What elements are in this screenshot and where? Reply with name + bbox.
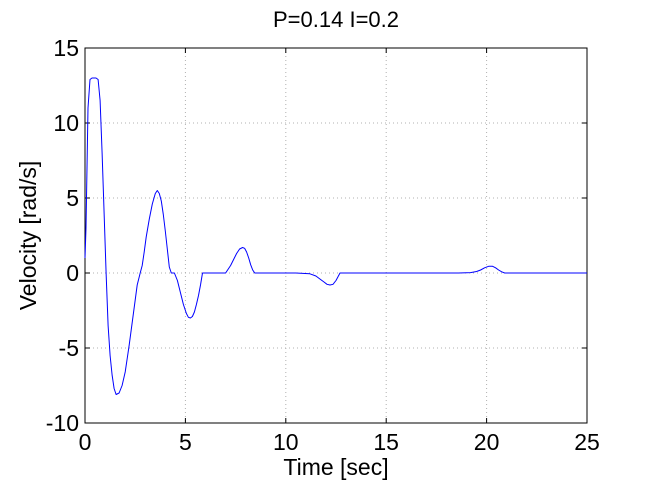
x-tick-label-0: 0 <box>79 429 92 455</box>
y-tick-label-5: 15 <box>53 35 79 61</box>
axis-ticks <box>84 47 588 424</box>
x-tick-label-5: 25 <box>574 429 600 455</box>
y-tick-label-4: 10 <box>53 110 79 136</box>
y-tick-label-2: 0 <box>66 260 79 286</box>
grid <box>85 48 587 423</box>
y-tick-label-1: -5 <box>59 335 79 361</box>
x-tick-label-4: 20 <box>474 429 500 455</box>
chart-title: P=0.14 I=0.2 <box>273 7 399 32</box>
tick-labels: 0 5 10 15 20 25 -10 -5 0 5 10 15 <box>46 35 600 455</box>
series-line-0 <box>84 77 587 395</box>
x-axis-label: Time [sec] <box>283 454 388 480</box>
x-tick-label-2: 10 <box>273 429 299 455</box>
x-tick-label-3: 15 <box>373 429 399 455</box>
y-axis-label: Velocity [rad/s] <box>15 161 41 311</box>
y-tick-label-0: -10 <box>46 410 79 436</box>
x-tick-label-1: 5 <box>179 429 192 455</box>
plot-area-frame <box>84 47 588 424</box>
y-tick-label-3: 5 <box>66 185 79 211</box>
series-layer <box>84 77 587 395</box>
